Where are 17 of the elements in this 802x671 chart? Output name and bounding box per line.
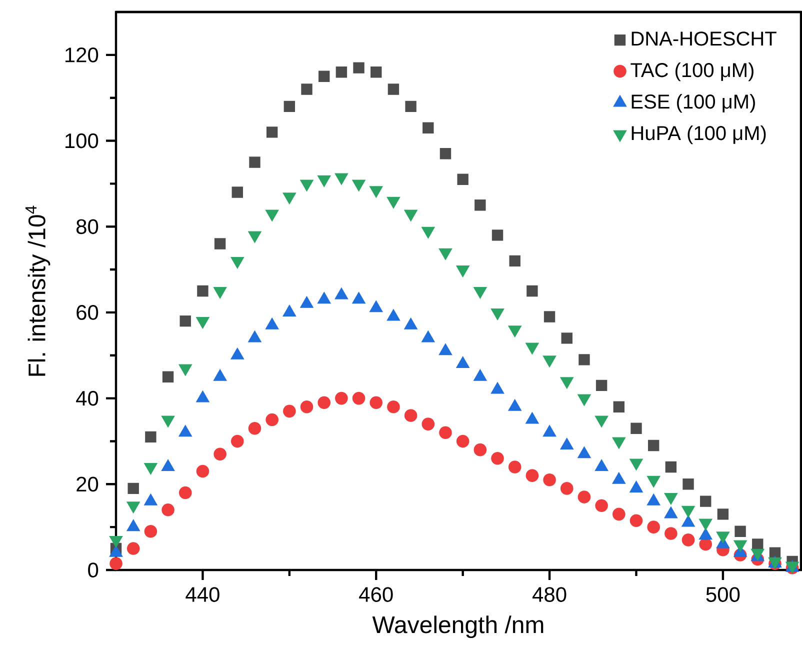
y-tick-label: 100: [66, 133, 98, 148]
x-tick-label: 500: [706, 587, 740, 602]
x-tick-label: 480: [532, 587, 566, 602]
x-tick-label: 440: [186, 587, 220, 602]
y-axis-title: Fl. intensity /10$^{4}$: [25, 206, 50, 376]
legend-label: HuPA (100 μM): [632, 126, 766, 144]
y-tick-label: 60: [76, 305, 98, 320]
y-tick-label: 20: [76, 476, 98, 492]
y-tick-label: 0: [88, 562, 98, 578]
y-tick-label: 120: [66, 48, 98, 62]
legend-label: DNA-HOESCHT: [632, 32, 776, 46]
y-tick-label: 80: [76, 219, 98, 234]
x-tick-label: 460: [359, 587, 393, 602]
legend-label: ESE (100 μM): [632, 94, 755, 113]
x-axis-title: Wavelength /nm: [372, 616, 544, 638]
legend-label: TAC (100 μM): [630, 62, 754, 82]
y-tick-label: 40: [76, 390, 98, 406]
